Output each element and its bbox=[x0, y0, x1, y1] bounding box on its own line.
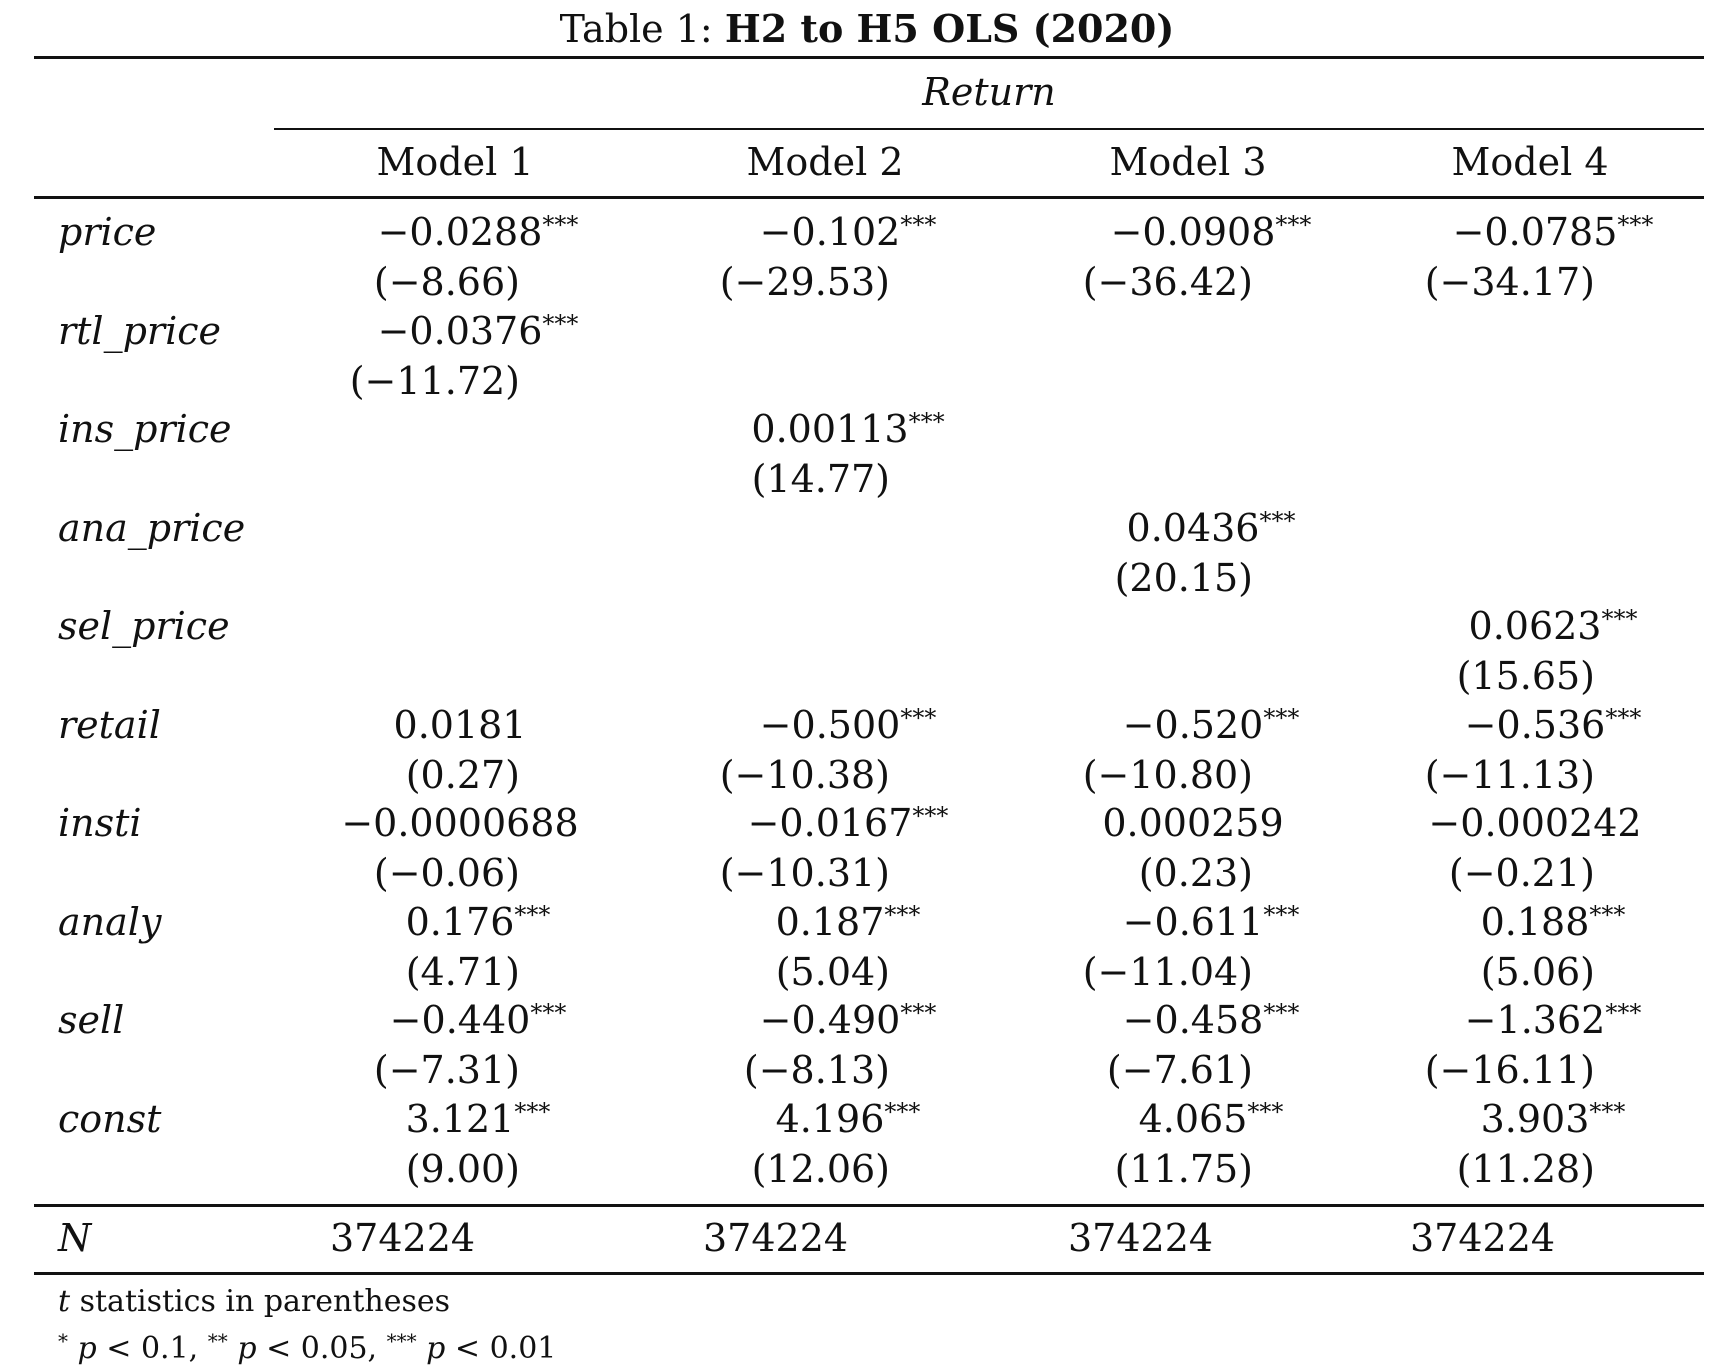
coefficient-cell: −0.0376*** bbox=[377, 308, 579, 353]
tstat-cell: (0.23) bbox=[1138, 851, 1253, 895]
coefficient-cell: 0.000259 bbox=[1102, 801, 1284, 845]
caption-title: H2 to H5 OLS (2020) bbox=[724, 6, 1175, 51]
variable-label: sel_price bbox=[58, 604, 230, 648]
n-value: 374224 bbox=[1068, 1216, 1214, 1260]
tstat-cell: (−10.38) bbox=[719, 752, 890, 797]
coefficient-cell: −0.0785*** bbox=[1452, 210, 1654, 254]
coefficient-cell: −0.520*** bbox=[1122, 702, 1300, 747]
coefficient-cell: −0.611*** bbox=[1122, 899, 1300, 944]
note-tstat: t statistics in parentheses bbox=[58, 1283, 450, 1321]
coefficient-cell: −0.536*** bbox=[1464, 702, 1642, 747]
caption-prefix: Table 1: bbox=[559, 7, 713, 51]
note-p-symbol: p bbox=[426, 1331, 446, 1366]
tstat-cell: (−0.06) bbox=[373, 851, 520, 895]
tstat-cell: (−7.61) bbox=[1106, 1048, 1253, 1092]
table-caption: Table 1: H2 to H5 OLS (2020) bbox=[0, 6, 1734, 52]
coefficient-cell: 0.0623*** bbox=[1468, 604, 1638, 648]
tstat-cell: (11.75) bbox=[1114, 1146, 1253, 1191]
note-p-symbol: p bbox=[77, 1331, 97, 1366]
tstat-cell: (14.77) bbox=[751, 457, 890, 501]
model-header: Model 1 bbox=[376, 140, 534, 184]
note-significance: * p < 0.1, ** p < 0.05, *** p < 0.01 bbox=[58, 1330, 556, 1368]
variable-label: insti bbox=[58, 801, 142, 845]
model-header: Model 3 bbox=[1109, 140, 1267, 184]
coefficient-cell: 0.188*** bbox=[1480, 899, 1626, 944]
coefficient-cell: −0.000242 bbox=[1428, 801, 1642, 845]
variable-label: rtl_price bbox=[58, 308, 222, 353]
tstat-cell: (9.00) bbox=[405, 1146, 520, 1191]
variable-label: price bbox=[58, 210, 157, 254]
coefficient-cell: 0.00113*** bbox=[751, 407, 945, 451]
tstat-cell: (−0.21) bbox=[1448, 851, 1595, 895]
coefficient-cell: −0.500*** bbox=[759, 702, 937, 747]
coefficient-cell: 0.0181 bbox=[393, 702, 527, 747]
n-label: N bbox=[58, 1216, 92, 1260]
tstat-cell: (0.27) bbox=[405, 752, 520, 797]
tstat-cell: (−11.04) bbox=[1082, 949, 1253, 994]
coefficient-cell: −0.0000688 bbox=[341, 801, 579, 845]
note-condition: < 0.1, bbox=[96, 1331, 208, 1366]
n-value: 374224 bbox=[703, 1216, 849, 1260]
tstat-cell: (−8.13) bbox=[743, 1048, 890, 1092]
tstat-cell: (−16.11) bbox=[1424, 1048, 1595, 1092]
tstat-cell: (−34.17) bbox=[1424, 260, 1595, 304]
model-header: Model 2 bbox=[746, 140, 904, 184]
tstat-cell: (−11.72) bbox=[349, 358, 520, 403]
variable-label: analy bbox=[58, 899, 162, 944]
coefficient-cell: −0.0908*** bbox=[1110, 210, 1312, 254]
tstat-cell: (12.06) bbox=[751, 1146, 890, 1191]
note-condition: < 0.01 bbox=[445, 1331, 557, 1366]
model-header: Model 4 bbox=[1451, 140, 1609, 184]
variable-label: sell bbox=[58, 998, 125, 1042]
note-stars: ** bbox=[207, 1329, 228, 1353]
coefficient-cell: −0.440*** bbox=[389, 998, 567, 1042]
variable-label: ana_price bbox=[58, 505, 246, 550]
tstat-cell: (−29.53) bbox=[719, 260, 890, 304]
coefficient-cell: −0.102*** bbox=[759, 210, 937, 254]
tstat-cell: (−11.13) bbox=[1424, 752, 1595, 797]
coefficient-cell: 0.176*** bbox=[405, 899, 551, 944]
coefficient-cell: −0.0288*** bbox=[377, 210, 579, 254]
tstat-cell: (−10.31) bbox=[719, 851, 890, 895]
tstat-cell: (5.04) bbox=[775, 949, 890, 994]
n-value: 374224 bbox=[1410, 1216, 1556, 1260]
coefficient-cell: −0.0167*** bbox=[747, 801, 949, 845]
tstat-cell: (4.71) bbox=[405, 949, 520, 994]
variable-label: ins_price bbox=[58, 407, 232, 451]
note-t-symbol: t bbox=[58, 1284, 71, 1319]
bottom-rule bbox=[34, 1272, 1704, 1275]
note-t-text: statistics in parentheses bbox=[79, 1284, 451, 1319]
tstat-cell: (20.15) bbox=[1114, 555, 1253, 600]
coefficient-cell: −1.362*** bbox=[1464, 998, 1642, 1042]
variable-label: retail bbox=[58, 702, 161, 747]
note-stars: *** bbox=[386, 1329, 417, 1353]
coefficient-cell: 3.121*** bbox=[405, 1096, 551, 1141]
header-rule bbox=[34, 196, 1704, 199]
dependent-variable-label: Return bbox=[922, 70, 1056, 114]
tstat-cell: (−7.31) bbox=[373, 1048, 520, 1092]
tstat-cell: (15.65) bbox=[1456, 654, 1595, 698]
coefficient-cell: 3.903*** bbox=[1480, 1096, 1626, 1141]
note-stars: * bbox=[58, 1329, 68, 1353]
n-value: 374224 bbox=[330, 1216, 476, 1260]
tstat-cell: (−36.42) bbox=[1082, 260, 1253, 304]
coefficient-cell: −0.458*** bbox=[1122, 998, 1300, 1042]
dependent-variable-rule bbox=[274, 128, 1704, 130]
coefficient-cell: 0.187*** bbox=[775, 899, 921, 944]
note-condition: < 0.05, bbox=[256, 1331, 387, 1366]
coefficient-cell: 4.196*** bbox=[775, 1096, 921, 1141]
tstat-cell: (−8.66) bbox=[373, 260, 520, 304]
coefficient-cell: −0.490*** bbox=[759, 998, 937, 1042]
variable-label: const bbox=[58, 1096, 162, 1141]
coefficient-cell: 4.065*** bbox=[1138, 1096, 1284, 1141]
coefficient-cell: 0.0436*** bbox=[1126, 505, 1296, 550]
tstat-cell: (11.28) bbox=[1456, 1146, 1595, 1191]
note-p-symbol: p bbox=[237, 1331, 257, 1366]
body-rule bbox=[34, 1204, 1704, 1207]
tstat-cell: (−10.80) bbox=[1082, 752, 1253, 797]
tstat-cell: (5.06) bbox=[1480, 949, 1595, 994]
top-rule bbox=[34, 56, 1704, 59]
